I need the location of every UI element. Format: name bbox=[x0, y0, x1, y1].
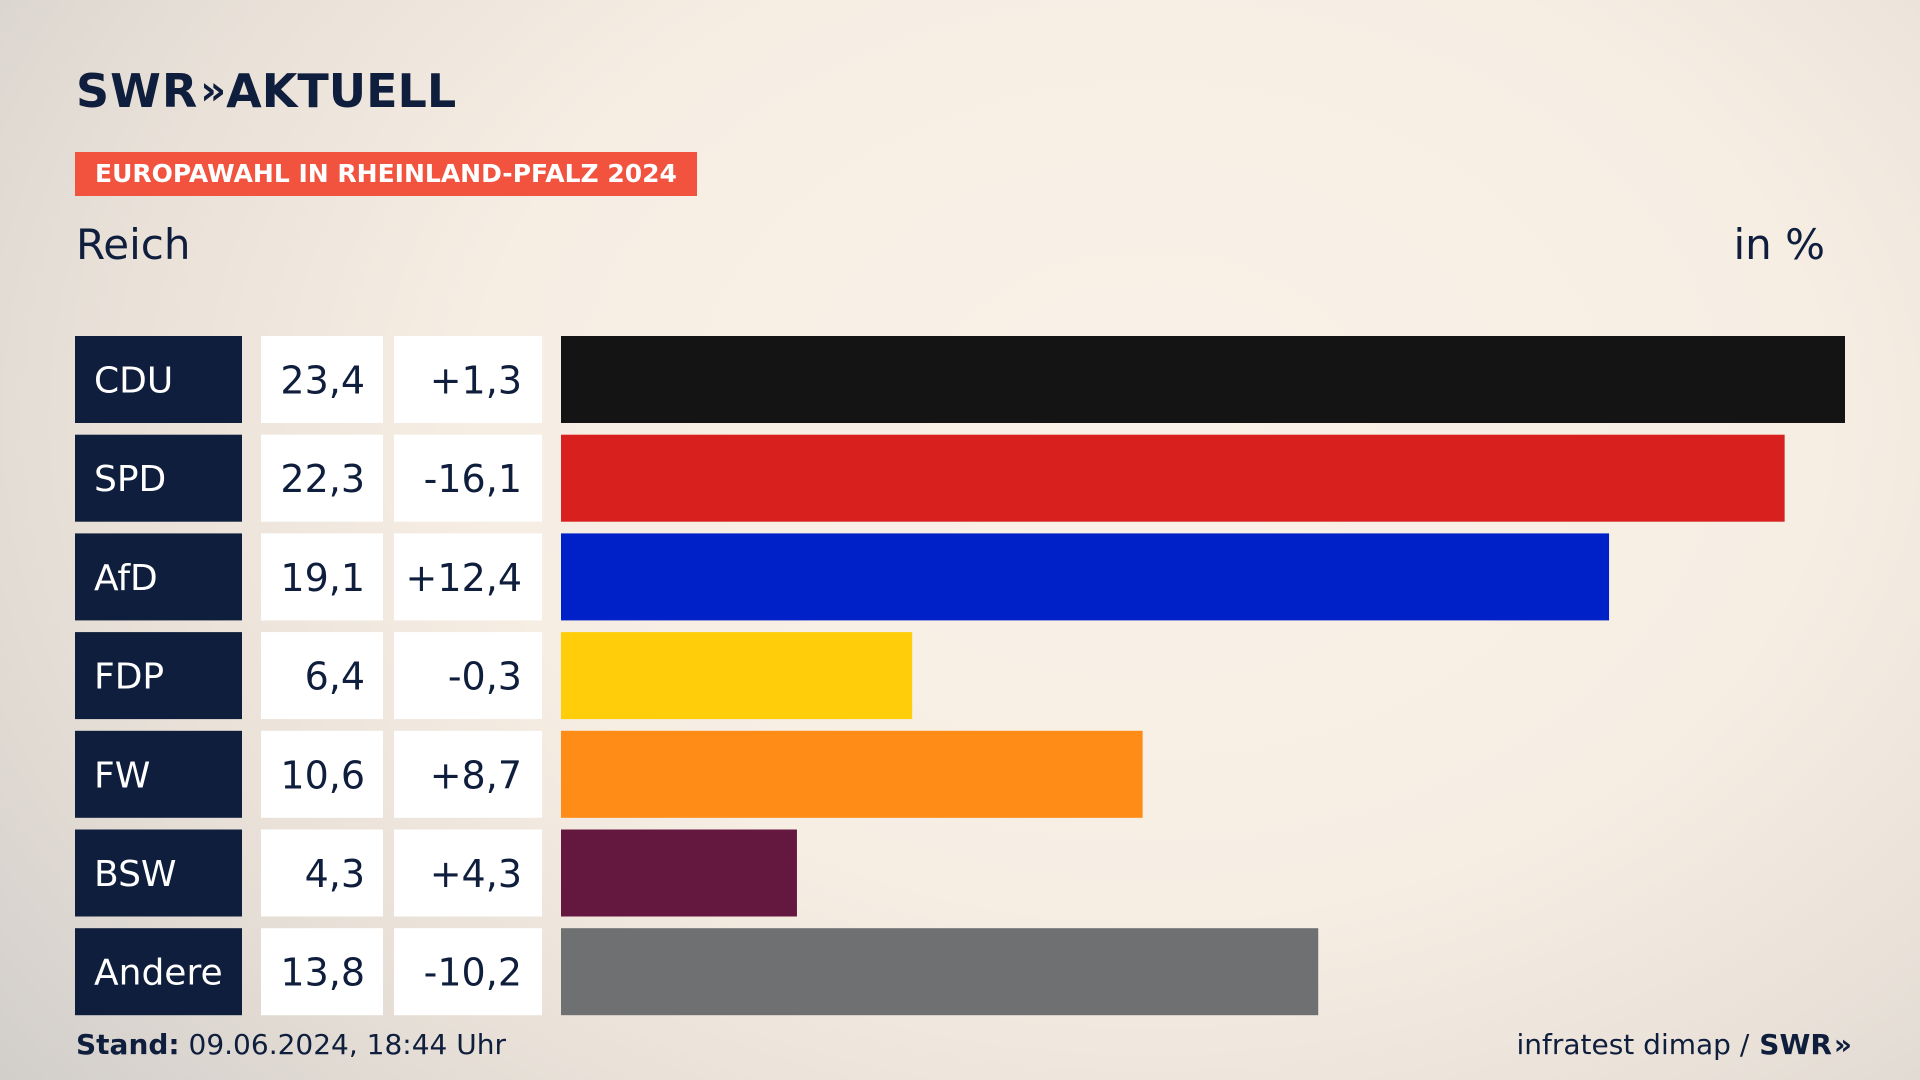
source-text: infratest dimap / bbox=[1516, 1028, 1750, 1061]
change-box-fw bbox=[394, 730, 542, 818]
party-box-fdp bbox=[75, 632, 242, 720]
stand-value: 09.06.2024, 18:44 Uhr bbox=[188, 1028, 506, 1061]
unit-label: in % bbox=[1733, 220, 1825, 269]
change-label-fdp: -0,3 bbox=[448, 655, 522, 699]
party-box-andere bbox=[75, 928, 242, 1016]
bar-afd bbox=[561, 533, 1610, 621]
party-box-cdu bbox=[75, 336, 242, 423]
party-label-cdu: CDU bbox=[94, 361, 173, 402]
party-box-spd bbox=[75, 434, 242, 522]
region-title: Reich bbox=[76, 220, 191, 269]
party-label-spd: SPD bbox=[94, 459, 166, 500]
change-label-spd: -16,1 bbox=[424, 457, 522, 501]
bar-cdu bbox=[561, 336, 1845, 423]
value-box-cdu bbox=[261, 336, 383, 423]
value-box-fw bbox=[261, 730, 383, 818]
change-box-bsw bbox=[394, 829, 542, 917]
change-label-cdu: +1,3 bbox=[430, 359, 522, 403]
swr-aktuell-logo: SWR » AKTUELL bbox=[76, 64, 456, 118]
party-label-bsw: BSW bbox=[94, 854, 177, 895]
bar-andere bbox=[561, 928, 1319, 1016]
election-kicker-badge: EUROPAWAHL IN RHEINLAND-PFALZ 2024 bbox=[75, 152, 697, 196]
change-box-andere bbox=[394, 928, 542, 1016]
footer-source: infratest dimap / SWR » bbox=[1516, 1028, 1852, 1061]
source-swr-logo: SWR bbox=[1759, 1028, 1832, 1061]
value-label-spd: 22,3 bbox=[280, 457, 365, 501]
party-label-fw: FW bbox=[94, 755, 150, 796]
value-label-fw: 10,6 bbox=[280, 753, 365, 797]
change-label-afd: +12,4 bbox=[406, 556, 522, 600]
stand-label: Stand: bbox=[76, 1028, 180, 1061]
logo-aktuell-text: AKTUELL bbox=[226, 64, 457, 118]
party-label-fdp: FDP bbox=[94, 657, 164, 698]
value-label-cdu: 23,4 bbox=[280, 359, 365, 403]
value-label-fdp: 6,4 bbox=[305, 655, 365, 699]
value-box-andere bbox=[261, 928, 383, 1016]
bar-bsw bbox=[561, 829, 797, 917]
change-label-bsw: +4,3 bbox=[430, 852, 522, 896]
change-box-cdu bbox=[394, 336, 542, 423]
value-box-bsw bbox=[261, 829, 383, 917]
value-box-afd bbox=[261, 533, 383, 621]
party-box-fw bbox=[75, 730, 242, 818]
party-label-andere: Andere bbox=[94, 953, 223, 994]
change-label-andere: -10,2 bbox=[424, 951, 522, 995]
party-box-afd bbox=[75, 533, 242, 621]
bar-fw bbox=[561, 730, 1143, 818]
change-box-afd bbox=[394, 533, 542, 621]
party-box-bsw bbox=[75, 829, 242, 917]
change-box-fdp bbox=[394, 632, 542, 720]
value-label-andere: 13,8 bbox=[280, 951, 365, 995]
party-label-afd: AfD bbox=[94, 558, 158, 599]
value-box-spd bbox=[261, 434, 383, 522]
change-label-fw: +8,7 bbox=[430, 753, 522, 797]
bar-fdp bbox=[561, 632, 913, 720]
source-chevron-icon: » bbox=[1833, 1028, 1852, 1061]
bar-spd bbox=[561, 434, 1785, 522]
value-label-bsw: 4,3 bbox=[305, 852, 365, 896]
value-box-fdp bbox=[261, 632, 383, 720]
footer-stand: Stand: 09.06.2024, 18:44 Uhr bbox=[76, 1028, 506, 1061]
logo-swr-text: SWR bbox=[76, 64, 199, 118]
value-label-afd: 19,1 bbox=[280, 556, 365, 600]
change-box-spd bbox=[394, 434, 542, 522]
